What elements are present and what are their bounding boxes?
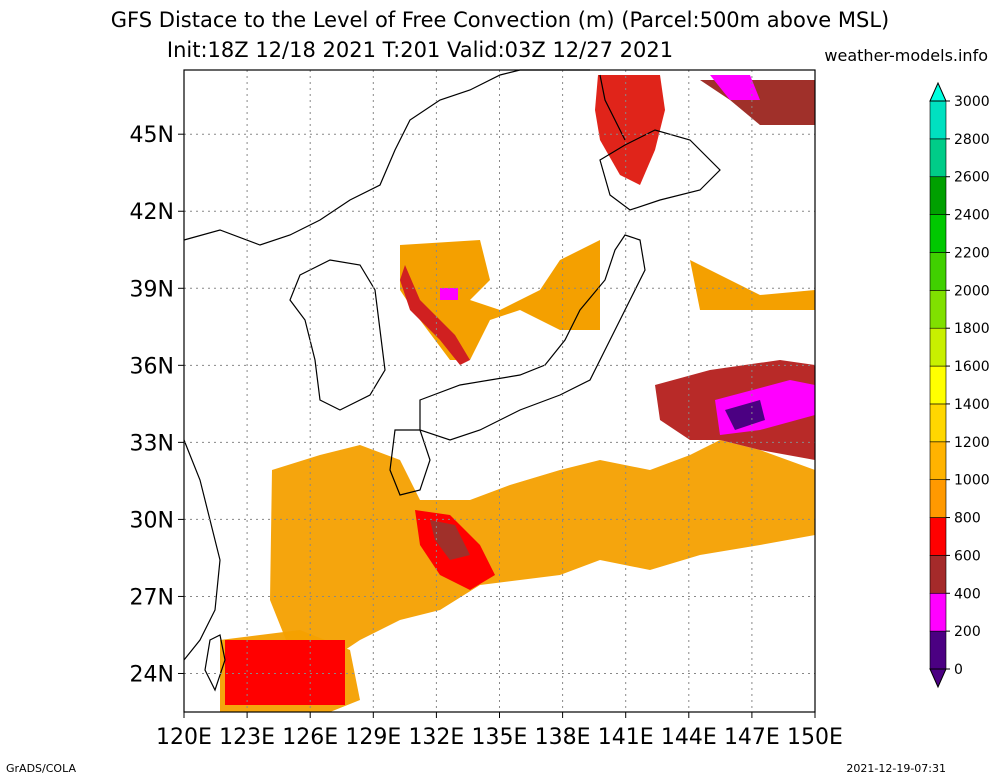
colorbar-label: 2200 [954,245,990,261]
field-patch-orange-south [270,440,815,660]
field-patch-red-sw [225,640,345,705]
colorbar-swatch [929,290,947,329]
field-patch-brown-kyushu [430,520,470,560]
colorbar-label: 1200 [954,435,990,451]
colorbar-swatch [929,252,947,291]
colorbar-label: 0 [954,662,963,678]
lat-label: 36N [130,354,174,379]
colorbar-label: 1400 [954,397,990,413]
colorbar-label: 2400 [954,208,990,224]
lon-label: 120E [156,725,212,750]
lon-label: 132E [408,725,464,750]
colorbar-label: 1800 [954,321,990,337]
field-patch-indigo-east [725,400,765,430]
lat-label: 45N [130,123,174,148]
colorbar-top-arrow [929,81,947,102]
lon-label: 135E [472,725,528,750]
convection-field [220,75,815,712]
coastline-taiwan [204,634,226,692]
coastlines [183,69,721,692]
lat-label: 27N [130,585,174,610]
lon-label: 126E [282,725,338,750]
footer-software-label: GrADS/COLA [6,762,76,775]
colorbar-swatch [929,214,947,253]
colorbar-swatch [929,630,947,670]
colorbar-swatch [929,327,947,367]
lon-label: 138E [535,725,591,750]
field-patch-brown-north [700,80,815,125]
coastline-china [183,439,221,661]
colorbar-label: 1000 [954,473,990,489]
lat-label: 24N [130,662,174,687]
lon-label: 150E [787,725,843,750]
chart-title: GFS Distace to the Level of Free Convect… [110,8,890,32]
colorbar-label: 400 [954,586,981,602]
lat-label: 30N [130,508,174,533]
colorbar-swatch [929,592,947,632]
gridlines [184,70,815,712]
colorbar-swatch [929,138,947,178]
coastline-korea [289,259,386,411]
coastline-honshu [419,234,646,441]
lon-label: 129E [345,725,401,750]
colorbar-swatch [929,365,947,405]
credit-label: weather-models.info [824,46,988,65]
lat-label: 39N [130,277,174,302]
colorbar-label: 800 [954,511,981,527]
coastline-asia [183,69,590,246]
field-patch-red-north [595,75,665,185]
chart-subtitle: Init:18Z 12/18 2021 T:201 Valid:03Z 12/2… [166,38,674,62]
lat-label: 33N [130,431,174,456]
lat-label: 42N [130,200,174,225]
colorbar-swatch [929,176,947,215]
lon-label: 123E [219,725,275,750]
coastline-hokkaido [599,129,721,211]
coastline-sakhalin [599,74,626,141]
colorbar-swatch [929,441,947,480]
field-patch-magenta-north [710,75,760,100]
colorbar: 0 200 400 600 800 1000 1200 1400 1600 1800 2000 220… [929,81,990,689]
lon-label: 141E [598,725,654,750]
colorbar-label: 3000 [954,94,990,110]
colorbar-label: 600 [954,548,981,564]
colorbar-label: 200 [954,624,981,640]
colorbar-label: 2800 [954,132,990,148]
colorbar-label: 2000 [954,283,990,299]
colorbar-label: 1600 [954,359,990,375]
footer-timestamp: 2021-12-19-07:31 [846,762,946,775]
colorbar-swatch [929,517,947,556]
colorbar-label: 2600 [954,170,990,186]
colorbar-swatch [929,100,947,140]
colorbar-swatch [929,479,947,518]
field-patch-magenta-soj [440,288,458,300]
coastline-kyushu [389,429,431,496]
map-axes: 120E 123E 126E 129E 132E 135E 138E 141E 144E 147E… [130,123,843,750]
lon-label: 147E [724,725,780,750]
colorbar-swatch [929,403,947,443]
colorbar-swatch [929,555,947,594]
field-patch-red-soj [400,265,470,365]
field-patch-orange-east [690,260,815,310]
colorbar-bottom-arrow [929,668,947,689]
lon-label: 144E [661,725,717,750]
